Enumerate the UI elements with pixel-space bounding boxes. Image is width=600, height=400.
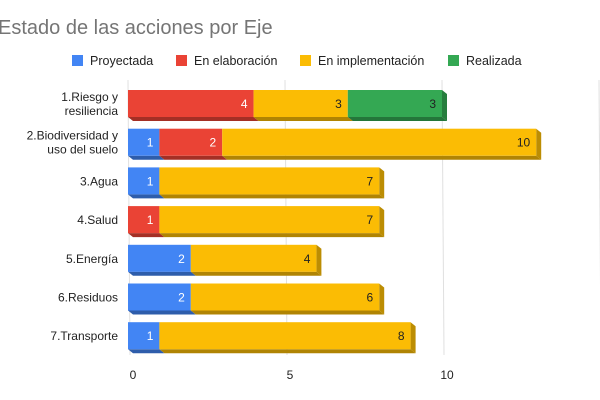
bar-segment	[159, 206, 380, 234]
bar-segment	[159, 322, 411, 350]
category-label: 4.Salud	[77, 213, 118, 227]
bar-segment-bottom	[190, 310, 385, 315]
bar-value-label: 2	[178, 252, 185, 266]
bar-segment-bottom	[190, 271, 322, 276]
bar-value-label: 4	[304, 252, 311, 266]
bar-segment-bottom	[159, 155, 228, 160]
bar-segment-side	[379, 283, 385, 315]
bar-segment	[128, 206, 160, 234]
bar-segment-bottom	[347, 117, 447, 121]
legend-label: Proyectada	[90, 54, 153, 68]
bar-value-label: 7	[367, 174, 374, 188]
legend-label: Realizada	[466, 54, 522, 68]
x-tick-label: 5	[287, 368, 294, 382]
bar-value-label: 1	[147, 329, 154, 343]
bar-segment-bottom	[159, 194, 385, 199]
x-tick-label: 10	[440, 368, 454, 382]
bar-segment-bottom	[128, 155, 165, 160]
bar-segment-bottom	[128, 271, 196, 276]
bar-segment	[190, 283, 380, 311]
bar-segment-bottom	[253, 117, 353, 121]
category-label: 2.Biodiversidad y uso del suelo	[27, 129, 119, 157]
bar-segment	[128, 283, 191, 311]
bar-segment-side	[536, 128, 542, 160]
bar-segment	[128, 244, 191, 272]
bar-segment-side	[442, 90, 447, 121]
bar-value-label: 1	[147, 174, 154, 188]
gridline	[441, 79, 445, 356]
bar-value-label: 1	[147, 136, 154, 150]
bar-segment	[128, 167, 160, 195]
gridline	[598, 79, 600, 287]
bar-segment-bottom	[128, 349, 165, 354]
bar-segment	[159, 167, 380, 195]
chart-title: Estado de las acciones por Eje	[0, 17, 273, 39]
x-tick-label: 0	[130, 368, 137, 382]
bar-segment	[190, 244, 317, 272]
bar-value-label: 4	[241, 97, 248, 111]
bar-segment-bottom	[159, 349, 416, 354]
bar-segment	[159, 128, 223, 156]
bar-segment	[253, 90, 348, 117]
x-axis-tick-labels: 05101	[130, 368, 454, 382]
legend-swatch	[300, 55, 311, 66]
bar-segment	[128, 128, 160, 156]
bar-value-label: 1	[147, 213, 154, 227]
legend-item: Realizada	[448, 54, 522, 68]
bars: 4 3 31 2 101 71 72 42 61 8	[128, 90, 542, 354]
bar-segment-bottom	[128, 194, 165, 199]
bar-value-label: 2	[178, 291, 185, 305]
category-label: 1.Riesgo y resiliencia	[61, 90, 118, 118]
bar-value-label: 8	[398, 329, 405, 343]
category-labels: 1.Riesgo y resiliencia 2.Biodiversidad y us…	[27, 90, 119, 343]
bar-segment-bottom	[222, 155, 542, 160]
legend-swatch	[72, 55, 83, 66]
bar-segment	[347, 90, 442, 117]
category-label: 5.Energía	[66, 252, 118, 266]
bar-value-label: 2	[210, 136, 217, 150]
bar-segment-bottom	[159, 233, 385, 238]
legend-swatch	[448, 55, 459, 66]
legend-item: En implementación	[300, 54, 424, 68]
bar-segment-side	[316, 244, 322, 276]
bar-row: 1 2 10	[128, 128, 542, 160]
bar-value-label: 3	[335, 97, 342, 111]
bar-row: 4 3 3	[128, 90, 447, 121]
legend-label: En implementación	[318, 54, 424, 68]
bar-segment	[128, 90, 254, 117]
legend-item: En elaboración	[176, 54, 277, 68]
category-label: 3.Agua	[80, 174, 118, 188]
bar-value-label: 7	[367, 213, 374, 227]
bar-segment	[128, 322, 160, 350]
bar-segment-bottom	[128, 117, 259, 121]
bar-value-label: 6	[367, 291, 374, 305]
bar-segment-side	[379, 167, 385, 199]
bar-segment-side	[410, 322, 416, 354]
legend-label: En elaboración	[194, 54, 277, 68]
bar-value-label: 3	[429, 97, 436, 111]
bar-segment-side	[379, 206, 385, 238]
bar-segment-bottom	[128, 233, 165, 238]
bar-value-label: 10	[517, 136, 531, 150]
legend-item: Proyectada	[72, 54, 153, 68]
category-label: 7.Transporte	[50, 329, 118, 343]
category-label: 6.Residuos	[58, 291, 118, 305]
bar-segment	[222, 128, 537, 156]
bar-segment-bottom	[128, 310, 196, 315]
legend: Proyectada En elaboración En implementació…	[72, 54, 522, 68]
legend-swatch	[176, 55, 187, 66]
